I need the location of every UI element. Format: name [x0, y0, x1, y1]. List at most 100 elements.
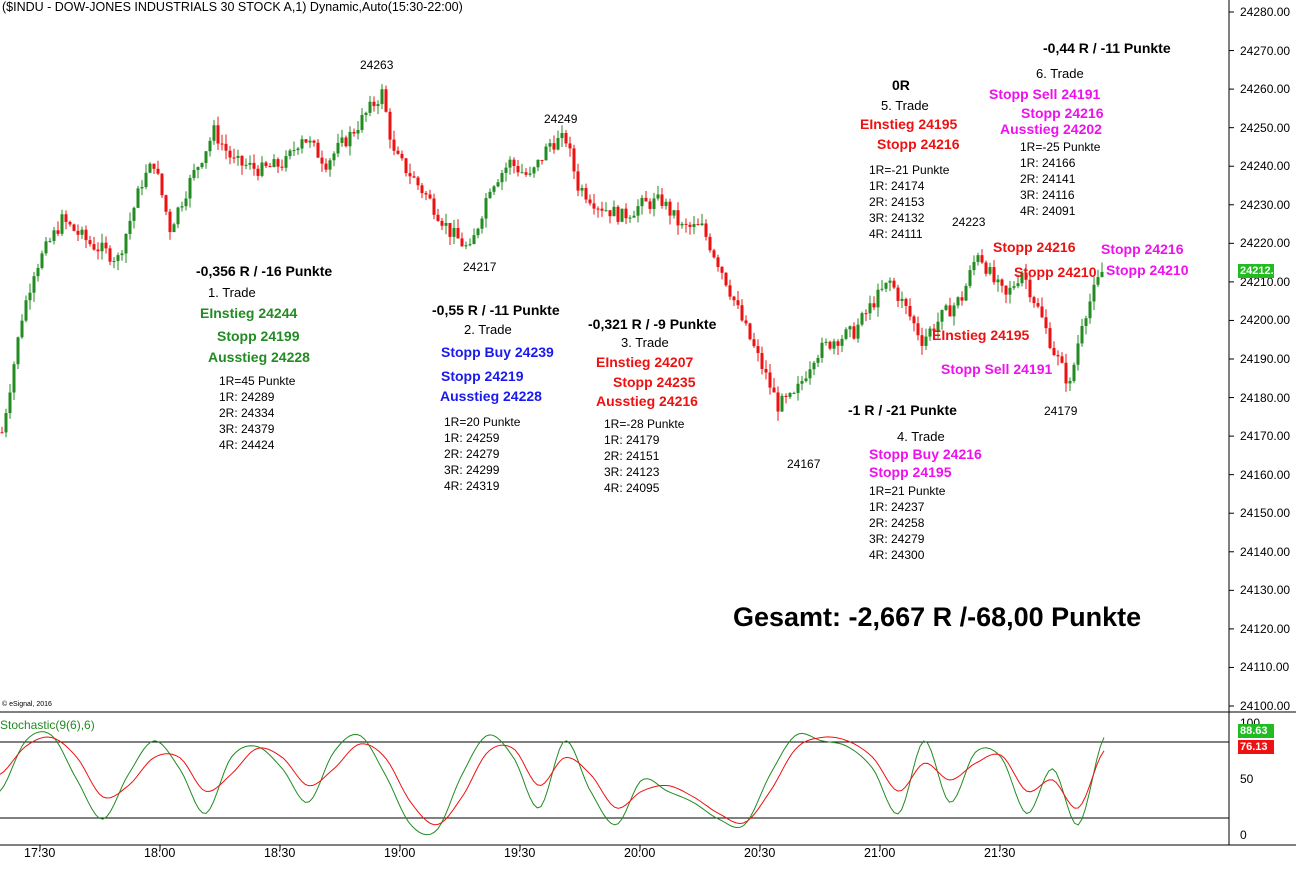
candle-body: [124, 233, 128, 254]
candle-body: [716, 257, 720, 267]
candle-body: [544, 146, 548, 161]
candle-body: [156, 168, 160, 174]
candle-body: [32, 276, 36, 293]
candle-body: [476, 228, 480, 236]
trade1-r4: 4R: 24424: [219, 438, 275, 452]
swing-high-1: 24263: [360, 58, 394, 72]
trade1-r: 1R=45 Punkte: [219, 374, 296, 388]
candle-body: [1020, 272, 1024, 284]
candle-body: [8, 392, 12, 414]
candle-body: [520, 172, 524, 174]
candle-body: [912, 316, 916, 324]
trade5-entry: EInstieg 24195: [860, 116, 958, 132]
candle-body: [284, 156, 288, 168]
candle-body: [712, 250, 716, 258]
price-tick: 24260.00: [1240, 82, 1291, 97]
candle-body: [572, 148, 576, 172]
trade2-name: 2. Trade: [464, 322, 512, 337]
candle-body: [888, 280, 892, 283]
candle-body: [620, 208, 624, 222]
candle-body: [1016, 283, 1020, 287]
candle-body: [672, 210, 676, 216]
candle-body: [528, 173, 532, 175]
candle-body: [108, 248, 112, 262]
candle-body: [396, 150, 400, 154]
candle-body: [348, 131, 352, 147]
price-tick: 24100.00: [1240, 699, 1291, 713]
candle-body: [928, 328, 932, 337]
candle-body: [472, 235, 476, 245]
candle-body: [964, 285, 968, 301]
candle-body: [28, 292, 32, 301]
candle-body: [536, 159, 540, 168]
candle-body: [660, 194, 664, 206]
candle-body: [696, 224, 700, 226]
candle-body: [684, 223, 688, 225]
candle-body: [44, 241, 48, 254]
candle-body: [1012, 286, 1016, 288]
candle-body: [540, 159, 544, 161]
candle-body: [128, 220, 132, 234]
trade1-entry: EInstieg 24244: [200, 305, 298, 321]
price-tick: 24210.00: [1240, 274, 1291, 289]
candle-body: [988, 267, 992, 274]
candle-body: [496, 182, 500, 187]
candle-body: [580, 187, 584, 191]
candle-body: [200, 163, 204, 168]
candle-body: [1032, 297, 1036, 304]
stoch-d-tag: 76.13: [1238, 740, 1274, 754]
candle-body: [856, 324, 860, 339]
candle-body: [96, 249, 100, 252]
candle-body: [932, 328, 936, 331]
price-tick: 24240.00: [1240, 159, 1291, 174]
stochastic-label: Stochastic(9(6),6): [0, 718, 95, 732]
price-tick: 24220.00: [1240, 236, 1291, 251]
candle-body: [972, 261, 976, 271]
candle-body: [444, 222, 448, 226]
candle-body: [268, 166, 272, 168]
price-tick: 24170.00: [1240, 429, 1291, 444]
candle-body: [648, 201, 652, 209]
candle-body: [640, 197, 644, 207]
candle-body: [944, 305, 948, 310]
trade6-r: 1R=-25 Punkte: [1020, 140, 1101, 154]
candle-body: [952, 305, 956, 317]
trade1-result: -0,356 R / -16 Punkte: [196, 263, 333, 279]
trade5-chart-stop2: Stopp 24210: [1014, 264, 1097, 280]
candle-body: [324, 163, 328, 170]
stochastic-series-line: [0, 736, 1105, 826]
candle-body: [996, 279, 1000, 283]
candle-body: [104, 242, 108, 249]
candle-body: [984, 262, 988, 274]
candle-body: [412, 176, 416, 178]
price-tick: 24200.00: [1240, 313, 1291, 328]
price-candles: [0, 84, 1104, 438]
candle-body: [436, 214, 440, 221]
stoch-k-tag: 88.63: [1238, 724, 1274, 738]
candle-body: [232, 157, 236, 159]
trade4-result: -1 R / -21 Punkte: [848, 402, 957, 418]
trade5-chart-stop1: Stopp 24216: [993, 239, 1076, 255]
candle-body: [772, 387, 776, 393]
candle-body: [844, 329, 848, 339]
trade4-name: 4. Trade: [897, 429, 945, 444]
candle-body: [500, 172, 504, 183]
candle-body: [916, 323, 920, 336]
candle-body: [380, 89, 384, 105]
candle-body: [276, 159, 280, 167]
candle-body: [152, 163, 156, 169]
candle-body: [84, 229, 88, 241]
trade4-r4: 4R: 24300: [869, 548, 925, 562]
candle-body: [756, 346, 760, 354]
trade3-entry: EInstieg 24207: [596, 354, 694, 370]
price-tick: 24140.00: [1240, 544, 1291, 559]
candle-body: [920, 335, 924, 346]
candle-body: [676, 210, 680, 226]
trade3-r1: 1R: 24179: [604, 433, 660, 447]
candle-body: [280, 166, 284, 168]
candle-body: [48, 240, 52, 242]
trade6-chart-entry: Stopp Sell 24191: [941, 361, 1053, 377]
candle-body: [940, 309, 944, 322]
last-price-tag: 24212.52: [1238, 264, 1286, 278]
candle-body: [404, 158, 408, 174]
